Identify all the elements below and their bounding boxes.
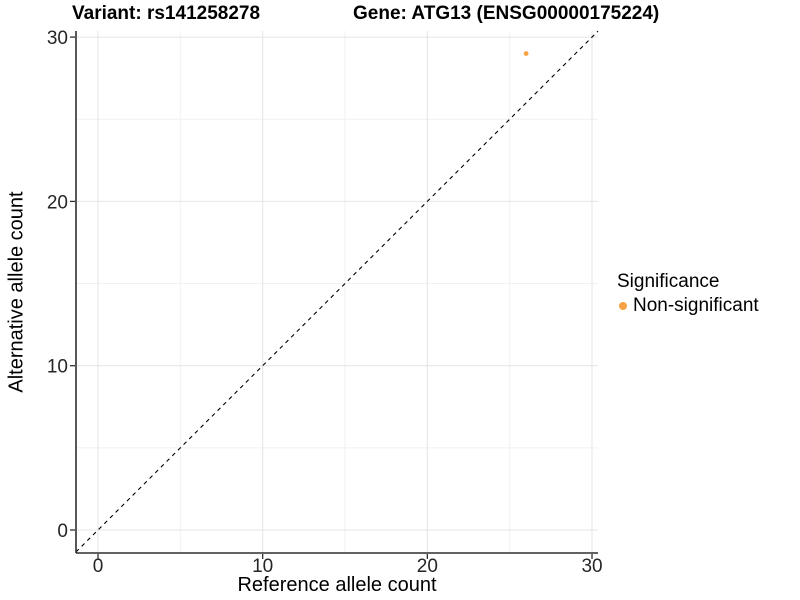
legend-item-non-significant: Non-significant <box>617 295 759 316</box>
y-tick-label: 20 <box>47 192 68 213</box>
data-point <box>523 51 529 56</box>
legend-item-label: Non-significant <box>633 295 759 316</box>
gene-title: Gene: ATG13 (ENSG00000175224) <box>353 3 660 24</box>
legend-title: Significance <box>617 271 720 292</box>
x-tick-label: 30 <box>581 556 602 577</box>
y-tick-label: 10 <box>47 357 68 378</box>
x-tick-label: 20 <box>417 556 438 577</box>
variant-title: Variant: rs141258278 <box>72 3 261 24</box>
x-tick-label: 0 <box>93 556 104 577</box>
y-tick-label: 0 <box>57 521 68 542</box>
y-axis-title: Alternative allele count <box>5 191 28 393</box>
non-significant-dot-icon <box>619 301 627 310</box>
x-tick-label: 10 <box>252 556 273 577</box>
legend: Significance Non-significant <box>617 271 759 316</box>
x-axis-title: Reference allele count <box>237 574 437 596</box>
y-tick-label: 30 <box>47 28 68 49</box>
identity-dashed-line <box>75 30 599 553</box>
